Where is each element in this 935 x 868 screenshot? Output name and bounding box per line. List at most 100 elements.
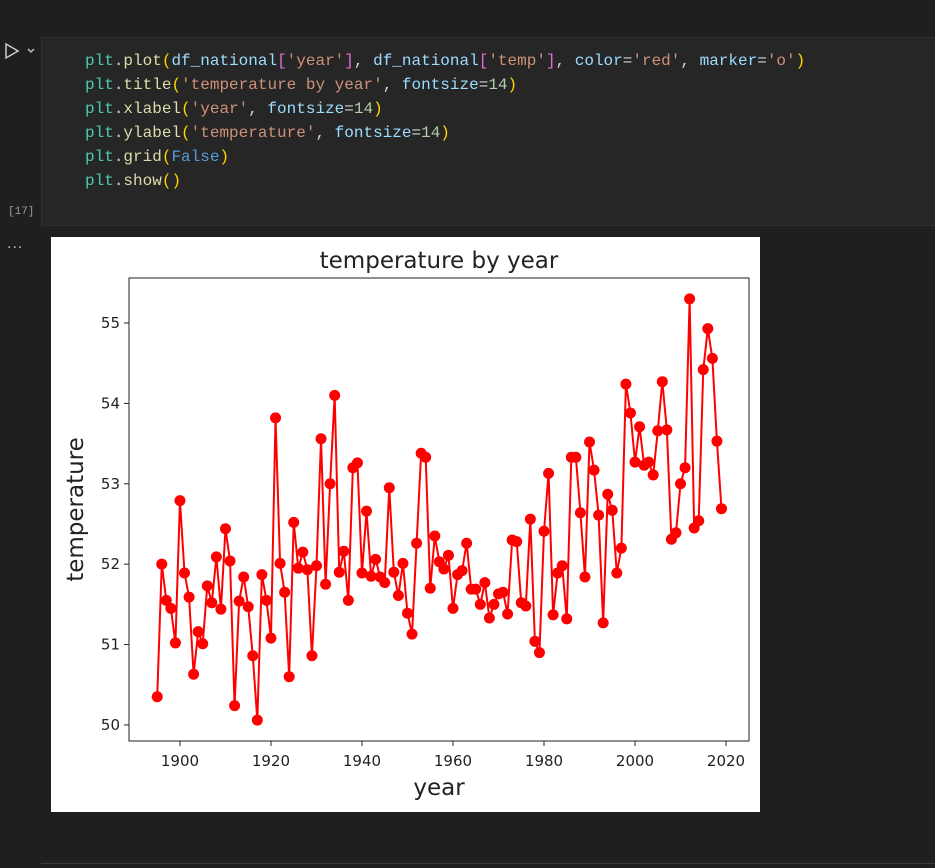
code-token: ,: [382, 76, 402, 94]
code-line: plt.ylabel('temperature', fontsize=14): [85, 124, 450, 142]
data-point: [288, 516, 300, 528]
chart-title: temperature by year: [320, 248, 559, 274]
data-point: [461, 537, 473, 549]
data-point: [661, 424, 673, 436]
data-point: [238, 571, 250, 583]
code-token: plt: [85, 100, 114, 118]
data-point: [342, 594, 354, 606]
data-point: [247, 650, 259, 662]
data-point: [210, 551, 222, 563]
y-tick-label: 55: [101, 314, 120, 332]
chart: temperature by year year temperature 1900 19…: [51, 237, 760, 812]
code-token: =: [478, 76, 489, 94]
code-token: plt: [85, 124, 114, 142]
data-point: [456, 565, 468, 577]
data-point: [424, 582, 436, 594]
data-point: [151, 691, 163, 703]
data-point: [702, 323, 714, 335]
output-menu[interactable]: ...: [7, 236, 24, 252]
data-point: [392, 590, 404, 602]
data-point: [511, 536, 523, 548]
data-point: [329, 389, 341, 401]
data-point: [165, 602, 177, 614]
y-tick-label: 50: [101, 716, 120, 734]
data-point: [356, 567, 368, 579]
code-token: title: [123, 76, 172, 94]
data-point: [652, 425, 664, 437]
data-point: [543, 467, 555, 479]
code-token: (: [181, 100, 191, 118]
data-point: [615, 542, 627, 554]
code-token: df_national: [373, 52, 479, 70]
data-point: [233, 595, 245, 607]
data-point: [401, 607, 413, 619]
code-token: [: [277, 52, 287, 70]
data-point: [197, 638, 209, 650]
data-point: [529, 635, 541, 647]
data-point: [556, 560, 568, 572]
data-point: [656, 376, 668, 388]
y-tick-label: 53: [101, 475, 120, 493]
series-line: [156, 297, 723, 722]
data-point: [429, 530, 441, 542]
data-point: [411, 537, 423, 549]
data-point: [584, 436, 596, 448]
data-point: [169, 637, 181, 649]
execution-count: [17]: [8, 206, 35, 218]
code-token: ,: [353, 52, 374, 70]
data-point: [351, 457, 363, 469]
code-line: plt.show(): [85, 172, 181, 190]
code-token: .: [113, 124, 124, 142]
data-point: [561, 613, 573, 625]
code-token: ,: [248, 100, 268, 118]
code-line: plt.plot(df_national['year'], df_nationa…: [85, 52, 805, 70]
code-token: (: [161, 172, 172, 190]
data-point: [524, 513, 536, 525]
code-line: plt.xlabel('year', fontsize=14): [85, 100, 383, 118]
cell-separator: [41, 863, 935, 864]
code-token: 'o': [766, 52, 796, 70]
code-token: ,: [555, 52, 575, 70]
data-point: [447, 602, 459, 614]
data-point: [383, 482, 395, 494]
code-token: ylabel: [123, 124, 182, 142]
data-point: [711, 435, 723, 447]
data-point: [219, 523, 231, 535]
code-token: ]: [545, 52, 556, 70]
code-token: .: [113, 52, 124, 70]
data-point: [379, 577, 391, 589]
code-token: 'temperature by year': [181, 76, 383, 94]
data-point: [502, 608, 514, 620]
code-token: 14: [421, 124, 441, 142]
data-point: [624, 407, 636, 419]
code-token: (: [161, 52, 172, 70]
data-point: [520, 600, 532, 612]
x-tick-label: 2020: [707, 752, 745, 770]
data-point: [406, 628, 418, 640]
data-point: [470, 583, 482, 595]
run-button[interactable]: [4, 42, 40, 60]
data-point: [242, 601, 254, 613]
code-cell[interactable]: plt.plot(df_national['year'], df_nationa…: [41, 37, 935, 226]
data-point: [215, 603, 227, 615]
data-point: [251, 714, 263, 726]
data-point: [479, 577, 491, 589]
code-token: df_national: [171, 52, 278, 70]
data-point: [606, 504, 618, 516]
x-tick-label: 1980: [525, 752, 563, 770]
code-token: 'temperature': [190, 124, 316, 142]
data-point: [279, 586, 291, 598]
code-token: =: [622, 52, 633, 70]
data-point: [224, 555, 236, 567]
data-point: [593, 509, 605, 521]
data-point: [156, 558, 168, 570]
x-tick-label: 2000: [616, 752, 654, 770]
x-tick-label: 1940: [343, 752, 381, 770]
code-token: ): [373, 100, 383, 118]
data-point: [474, 598, 486, 610]
data-point: [388, 566, 400, 578]
code-line: plt.grid(False): [85, 148, 229, 166]
code-token: 'temp': [488, 52, 546, 70]
code-token: ): [440, 124, 450, 142]
